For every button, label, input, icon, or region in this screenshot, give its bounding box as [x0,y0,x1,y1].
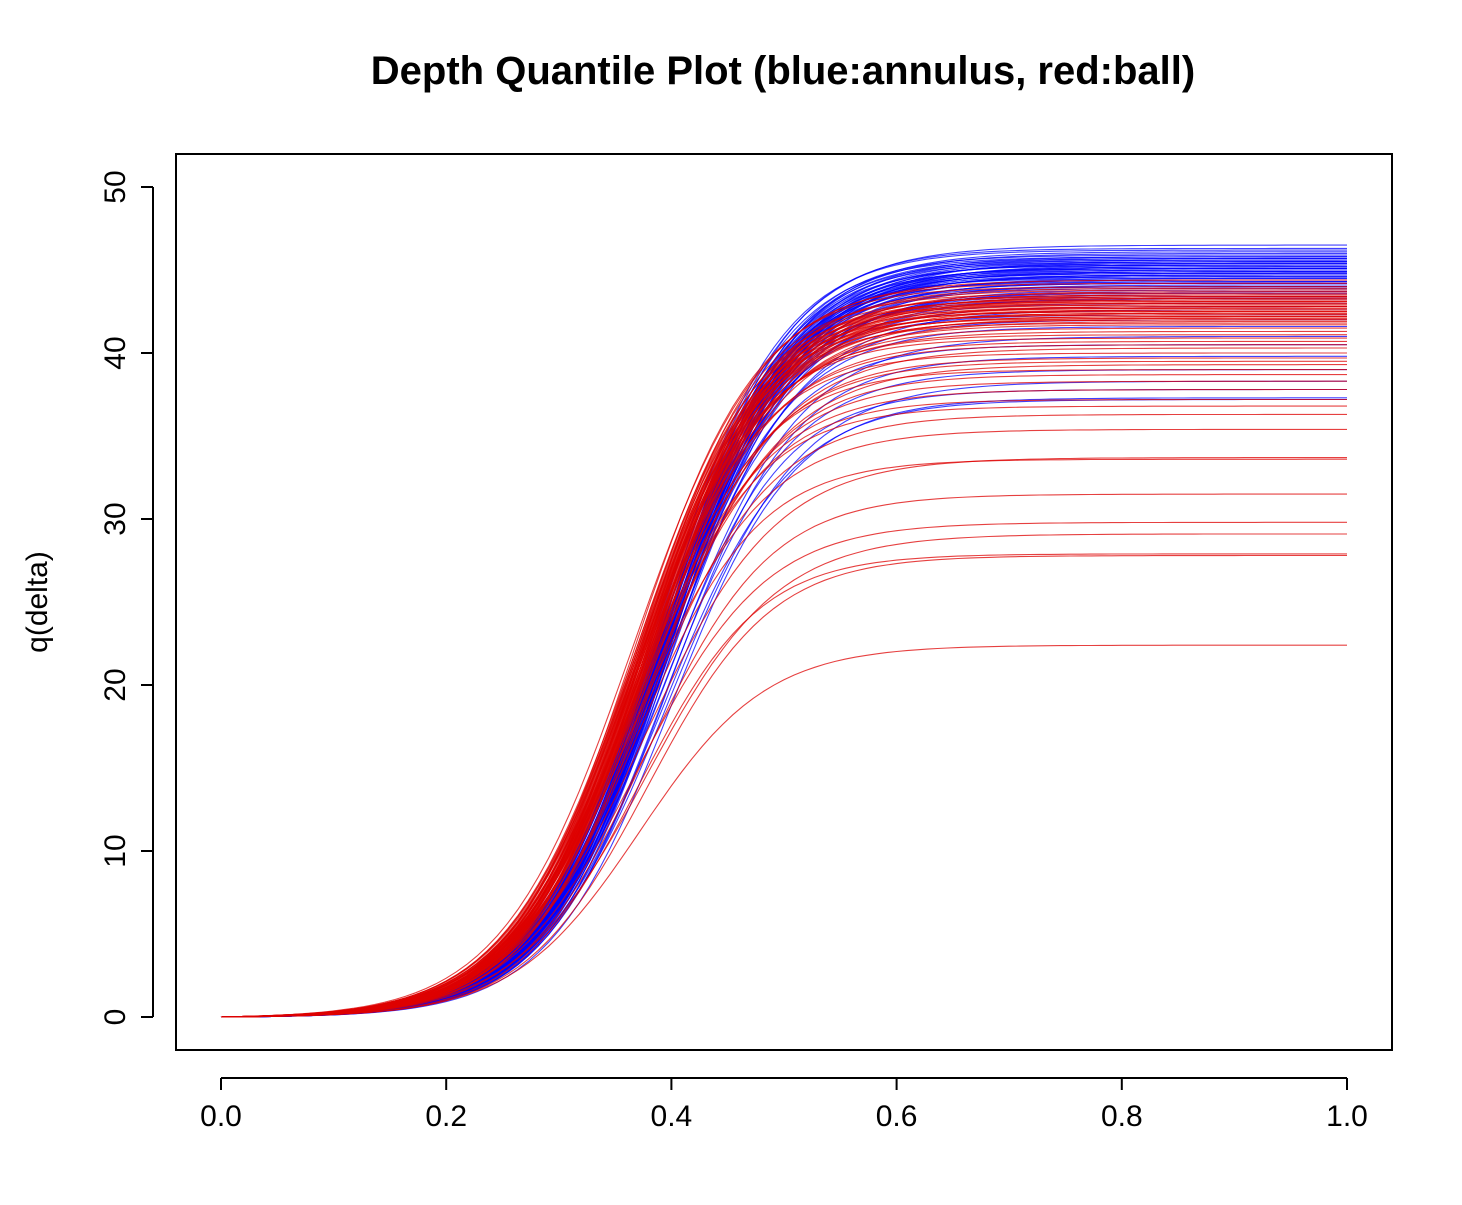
ball-curve [220,309,1347,1018]
ball-curve [220,299,1347,1018]
y-tick-label: 50 [99,170,132,203]
ball-curve [220,553,1347,1018]
annulus-curve [220,292,1347,1018]
ball-curve [220,493,1347,1018]
ball-curve [220,312,1347,1018]
y-tick-label: 0 [99,1009,132,1026]
annulus-curve [220,369,1347,1018]
annulus-curve [220,296,1347,1018]
y-tick-label: 40 [99,336,132,369]
annulus-curve [220,397,1347,1018]
ball-curve [220,347,1347,1018]
ball-curve [220,357,1347,1018]
ball-curve [220,327,1347,1018]
x-tick-label: 0.0 [200,1100,242,1133]
x-tick-label: 0.4 [651,1100,693,1133]
ball-curve [220,294,1347,1018]
ball-curve [220,364,1347,1018]
ball-curve [220,554,1347,1018]
ball-curve [220,296,1347,1018]
y-tick-label: 10 [99,834,132,867]
ball-curve [220,310,1347,1018]
ball-curve [220,324,1347,1018]
y-tick-label: 20 [99,668,132,701]
ball-curve [220,369,1347,1018]
ball-curve [220,458,1347,1018]
annulus-curve [220,274,1347,1018]
plot-frame [175,153,1393,1051]
annulus-curve [220,274,1347,1018]
x-tick-label: 0.2 [425,1100,467,1133]
annulus-curve [220,388,1347,1018]
ball-curve [220,644,1347,1018]
annulus-curve [220,319,1347,1018]
ball-curve [220,533,1347,1018]
annulus-curve [220,355,1347,1018]
ball-curve [220,398,1347,1018]
ball-curve [220,374,1347,1018]
annulus-curve [220,398,1347,1018]
ball-curve [220,457,1347,1018]
x-tick-label: 0.6 [876,1100,918,1133]
annulus-curve [220,286,1347,1018]
annulus-curve [220,305,1347,1018]
annulus-curve [220,291,1347,1018]
ball-curve [220,300,1348,1018]
ball-curve [220,312,1347,1018]
annulus-curve [220,286,1347,1018]
ball-curve [220,413,1347,1018]
ball-curve [220,320,1347,1018]
ball-curve [220,294,1347,1018]
ball-curve [220,405,1347,1018]
x-tick-label: 0.8 [1101,1100,1143,1133]
annulus-curve [220,380,1347,1018]
ball-curve [220,296,1347,1018]
ball-curve [220,291,1347,1018]
annulus-curve [220,294,1347,1018]
ball-curve [220,322,1347,1018]
ball-curve [220,388,1347,1018]
annulus-curve [220,325,1347,1018]
ball-curve [220,352,1347,1018]
ball-curve [220,337,1347,1018]
annulus-curve [220,274,1347,1018]
ball-curve [220,305,1347,1018]
ball-curve [220,521,1347,1018]
axes-layer: 0.0 0.2 0.4 0.6 0.8 1.0 0 10 20 30 40 50 [99,153,1393,1133]
y-axis-label: q(delta) [21,551,54,653]
ball-curve [220,292,1347,1018]
y-tick-label: 30 [99,502,132,535]
ball-curve [220,319,1347,1018]
chart-title: Depth Quantile Plot (blue:annulus, red:b… [371,49,1195,93]
ball-curve [220,380,1347,1018]
annulus-curve [220,299,1347,1018]
ball-curve [220,299,1347,1018]
ball-curve [220,309,1347,1018]
annulus-curve [220,309,1347,1018]
ball-curve [220,428,1347,1018]
x-tick-label: 1.0 [1326,1100,1368,1133]
ball-curve [220,286,1347,1018]
ball-curve [220,319,1347,1018]
ball-curve [220,300,1347,1018]
ball-curve [220,305,1347,1018]
curves-layer [220,244,1348,1018]
ball-curve [220,310,1347,1018]
